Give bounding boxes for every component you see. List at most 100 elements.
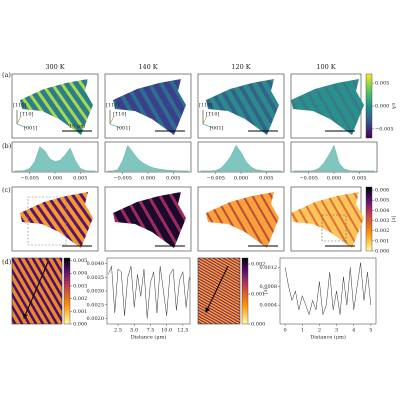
x-tick-label: 0.000 [48, 176, 62, 182]
zoom-map [11, 257, 63, 325]
direction-label: [1̄10] [113, 112, 126, 118]
direction-label: [110] [13, 103, 26, 109]
plot-frame [106, 257, 191, 325]
profile-arrow [23, 261, 49, 319]
column-title: 120 K [231, 63, 250, 71]
row-label: (d) [2, 258, 12, 266]
histogram-area [14, 146, 96, 172]
profile-arrow [205, 265, 229, 313]
colorbar-tick-label: 0.002 [73, 296, 87, 302]
panel-frame [104, 73, 192, 139]
y-tick-label: 0.0035 [87, 275, 105, 281]
panel-frame [197, 186, 285, 252]
direction-label: [110] [106, 103, 119, 109]
x-tick-label: −0.005 [20, 176, 39, 182]
x-tick-label: 12.5 [177, 328, 188, 334]
histogram-area [107, 144, 189, 172]
x-tick-label: −0.005 [206, 176, 225, 182]
panel-frame [104, 186, 192, 252]
x-tick-label: 3 [335, 328, 338, 334]
y-tick-label: 0.0020 [87, 316, 105, 322]
scale-bar-label: 10 μm [69, 124, 85, 130]
colorbar-tick-label: 0.004 [375, 208, 389, 214]
panel-frame [11, 73, 99, 139]
x-tick-label: 0.000 [141, 176, 155, 182]
direction-label: [001] [24, 126, 37, 132]
direction-arrow [109, 123, 121, 129]
x-tick-label: 7.5 [146, 328, 154, 334]
magnitude-map [20, 192, 93, 248]
x-tick-label: 2 [318, 328, 321, 334]
y-tick-label: 0.0030 [87, 289, 105, 295]
colorbar-label: |ε| [391, 216, 397, 222]
profile-line [284, 262, 372, 316]
colorbar-tick-label: 0.005 [375, 198, 389, 204]
x-tick-label: 4 [352, 328, 355, 334]
zoom-map [197, 257, 241, 325]
colorbar-tick-label: 0.003 [375, 218, 389, 224]
colorbar-tick-label: 0.000 [375, 104, 389, 110]
column-title: 300 K [45, 63, 64, 71]
magnitude-map [113, 192, 186, 248]
colorbar-tick-label: 0.005 [73, 258, 87, 264]
colorbar-tick-label: 0.000 [251, 322, 265, 328]
colorbar-label: εA [391, 103, 397, 110]
colorbar-label: |ε| [263, 288, 269, 294]
plot-frame [279, 257, 377, 325]
direction-arrow [109, 115, 115, 125]
x-tick-label: 5.0 [130, 328, 138, 334]
magnitude-map [291, 192, 364, 248]
colorbar-tick-label: 0.006 [375, 188, 389, 194]
colorbar-tick-label: 0.004 [73, 271, 87, 277]
direction-arrow [16, 115, 22, 125]
y-tick-label: 0.0025 [87, 302, 105, 308]
x-tick-label: 5 [369, 328, 372, 334]
panel-frame [11, 186, 99, 252]
x-tick-label: −0.005 [299, 176, 318, 182]
direction-label: [001] [117, 126, 130, 132]
colorbar-tick-label: 0.005 [375, 81, 389, 87]
magnitude-map [206, 192, 279, 248]
zoom-box [321, 214, 347, 242]
colorbar-tick-label: −0.005 [375, 126, 394, 132]
row-label: (c) [2, 186, 11, 194]
x-tick-label: 10.0 [161, 328, 172, 334]
colorbar-tick-label: 0.002 [251, 262, 265, 268]
column-title: 100 K [316, 63, 335, 71]
colorbar-tick-label: 0.001 [375, 238, 389, 244]
colorbar [365, 73, 373, 139]
colorbar-tick-label: 0.003 [73, 283, 87, 289]
direction-label: [1̄10] [20, 112, 33, 118]
colorbar [63, 257, 71, 325]
strain-map [291, 79, 364, 135]
x-axis-label: Distance (μm) [310, 334, 346, 341]
x-tick-label: 1 [301, 328, 304, 334]
direction-arrow [16, 123, 28, 129]
direction-label: [1̄10] [206, 112, 219, 118]
x-axis-label: Distance (μm) [131, 334, 167, 341]
colorbar [365, 186, 373, 252]
x-tick-label: −0.005 [113, 176, 132, 182]
y-tick-label: 0.0004 [260, 303, 278, 309]
zoom-box [27, 196, 67, 246]
colorbar-tick-label: 0.000 [375, 249, 389, 255]
row-label: (a) [2, 71, 11, 79]
y-tick-label: 0.0040 [87, 261, 105, 267]
colorbar [241, 257, 249, 325]
x-tick-label: 0.000 [327, 176, 341, 182]
row-label: (b) [2, 142, 12, 150]
profile-line [108, 266, 190, 319]
colorbar-tick-label: 0.002 [375, 228, 389, 234]
y-tick-label: 0.0008 [260, 284, 278, 290]
direction-label: [001] [210, 126, 223, 132]
colorbar-tick-label: 0.001 [73, 309, 87, 315]
x-tick-label: 0.005 [166, 176, 180, 182]
x-tick-label: 0 [284, 328, 287, 334]
x-tick-label: 0.005 [73, 176, 87, 182]
direction-arrow [202, 123, 214, 129]
column-title: 140 K [138, 63, 157, 71]
y-tick-label: 0.0012 [260, 265, 278, 271]
colorbar-tick-label: 0.001 [251, 292, 265, 298]
panel-frame [197, 73, 285, 139]
